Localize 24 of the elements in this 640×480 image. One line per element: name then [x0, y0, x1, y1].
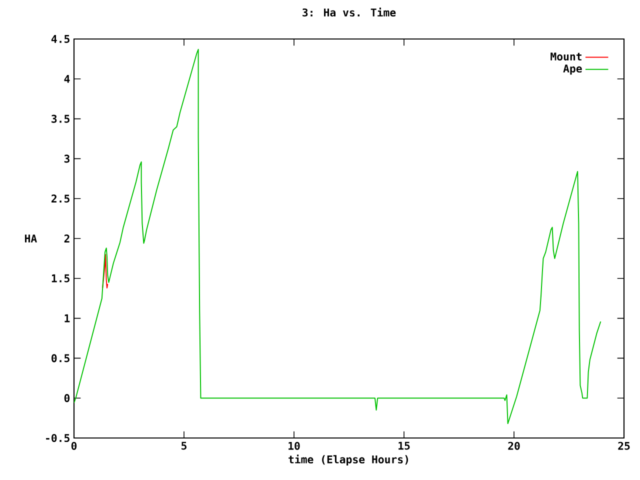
x-tick-label: 10	[288, 442, 300, 450]
legend-label: Ape	[563, 64, 582, 75]
line-series	[102, 254, 108, 288]
y-tick-label: 4.5	[51, 35, 70, 43]
y-tick-label: 0.5	[52, 354, 70, 362]
y-tick-label: 2.5	[52, 194, 70, 203]
x-axis-title: time (Elapse Hours)	[288, 454, 408, 466]
legend-label: Mount	[550, 52, 582, 61]
y-tick-label: 3	[64, 154, 70, 163]
y-tick-label: 4	[64, 75, 70, 83]
y-axis-title: HA	[24, 234, 37, 242]
chart-title: 3: Ha vs. Time	[302, 8, 396, 17]
y-tick-label: 0	[64, 394, 70, 402]
x-tick-label: 25	[618, 442, 630, 450]
x-tick-label: 5	[182, 442, 186, 450]
y-tick-label: 2	[64, 234, 70, 242]
x-tick-label: 0	[71, 442, 77, 450]
y-tick-label: 3.5	[52, 114, 70, 123]
y-tick-label: -0.5	[46, 434, 70, 442]
line-series	[74, 48, 602, 424]
y-tick-label: 1.5	[52, 274, 70, 282]
y-tick-label: 1	[64, 314, 70, 322]
x-tick-label: 15	[398, 442, 410, 450]
x-tick-label: 20	[508, 442, 520, 450]
